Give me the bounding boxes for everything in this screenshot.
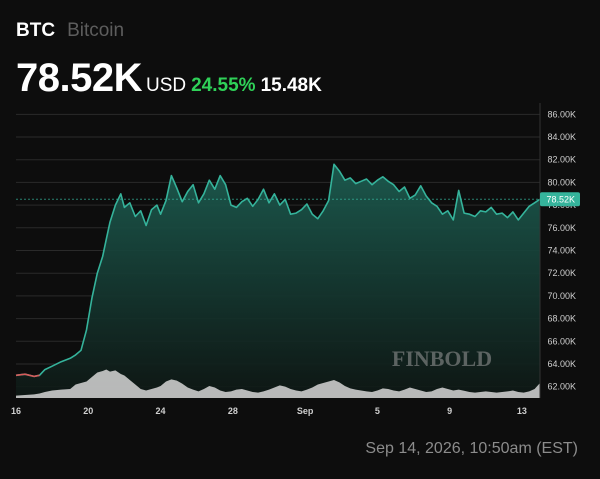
asset-name: Bitcoin: [67, 20, 125, 41]
y-tick-label: 84.00K: [547, 132, 576, 142]
y-tick-label: 74.00K: [547, 246, 576, 256]
current-price: 78.52K: [16, 56, 142, 100]
price-line-group: [15, 163, 541, 378]
x-tick-label: 5: [375, 406, 380, 416]
y-tick-label: 86.00K: [547, 109, 576, 119]
last-price-badge-label: 78.52K: [546, 195, 575, 205]
x-tick-label: Sep: [297, 406, 314, 416]
x-tick-label: 9: [447, 406, 452, 416]
price-area-fill: [16, 164, 540, 398]
y-tick-label: 80.00K: [547, 177, 576, 187]
asset-header: BTC Bitcoin: [16, 20, 124, 42]
x-tick-label: 28: [228, 406, 238, 416]
y-tick-label: 64.00K: [547, 359, 576, 369]
x-tick-label: 24: [156, 406, 166, 416]
y-tick-label: 70.00K: [547, 291, 576, 301]
y-tick-label: 82.00K: [547, 155, 576, 165]
last-price-badge-bg: [540, 192, 580, 207]
price-area: [16, 164, 540, 398]
price-change-percent: 24.55%: [191, 75, 256, 96]
price-change-absolute: 15.48K: [260, 75, 322, 96]
volume-area: [16, 369, 540, 398]
volume-area-fill: [16, 369, 540, 398]
y-tick-label: 76.00K: [547, 223, 576, 233]
ticker-symbol: BTC: [16, 20, 56, 41]
price-line-start-segment: [15, 373, 40, 378]
axes: 62.00K 64.00K 66.00K 68.00K 70.00K 72.00K 74.0…: [11, 103, 576, 416]
y-tick-label: 62.00K: [547, 382, 576, 392]
x-tick-label: 16: [11, 406, 21, 416]
finbold-watermark: FINBOLD: [392, 346, 492, 371]
y-tick-label: 68.00K: [547, 314, 576, 324]
last-price-badge: 78.52K: [540, 192, 580, 207]
price-line: [15, 163, 541, 378]
x-tick-label: 13: [517, 406, 527, 416]
currency-label: USD: [145, 75, 187, 96]
asset-title-row: BTC Bitcoin: [16, 20, 124, 42]
y-tick-label: 66.00K: [547, 336, 576, 346]
y-tick-label: 72.00K: [547, 268, 576, 278]
timestamp: Sep 14, 2026, 10:50am (EST): [365, 440, 578, 457]
x-tick-label: 20: [83, 406, 93, 416]
price-summary: 78.52K USD 24.55% 15.48K: [16, 56, 322, 101]
watermark-group: FINBOLD: [392, 346, 492, 371]
